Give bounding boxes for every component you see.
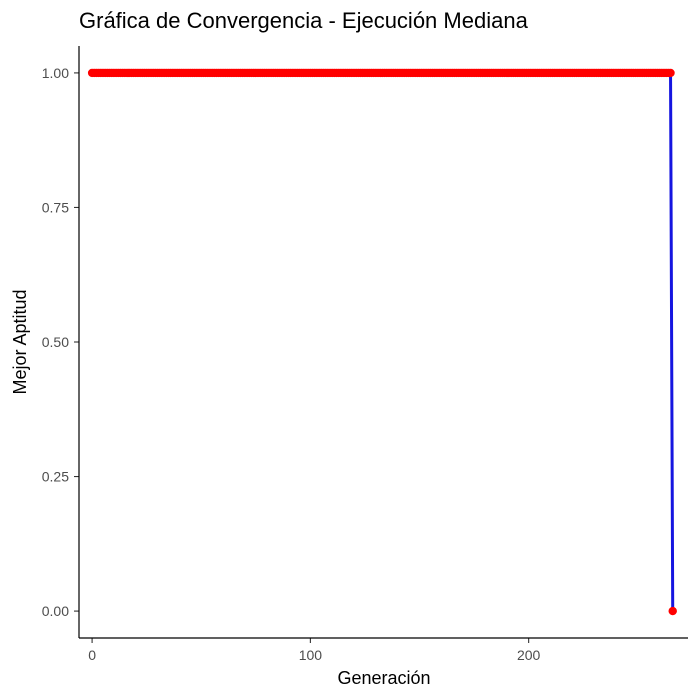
y-tick-label: 0.00	[42, 603, 69, 619]
plot-area: 0 100 200 0.00 0.25 0.50 0.75 1.00	[42, 46, 688, 663]
y-tick-label: 1.00	[42, 65, 69, 81]
x-tick-label: 200	[517, 647, 541, 663]
series-points	[87, 68, 677, 616]
x-axis-label: Generación	[337, 668, 430, 688]
y-tick-label: 0.25	[42, 469, 69, 485]
data-point	[666, 68, 675, 78]
y-tick-label: 0.50	[42, 334, 69, 350]
x-axis-ticks: 0 100 200	[88, 638, 541, 663]
data-point	[668, 606, 677, 616]
x-tick-label: 0	[88, 647, 96, 663]
series-line	[92, 71, 675, 612]
y-axis-label: Mejor Aptitud	[10, 289, 30, 394]
convergence-line	[92, 71, 675, 612]
chart-title: Gráfica de Convergencia - Ejecución Medi…	[79, 8, 529, 33]
y-axis-ticks: 0.00 0.25 0.50 0.75 1.00	[42, 65, 79, 619]
x-tick-label: 100	[299, 647, 323, 663]
y-tick-label: 0.75	[42, 199, 69, 215]
